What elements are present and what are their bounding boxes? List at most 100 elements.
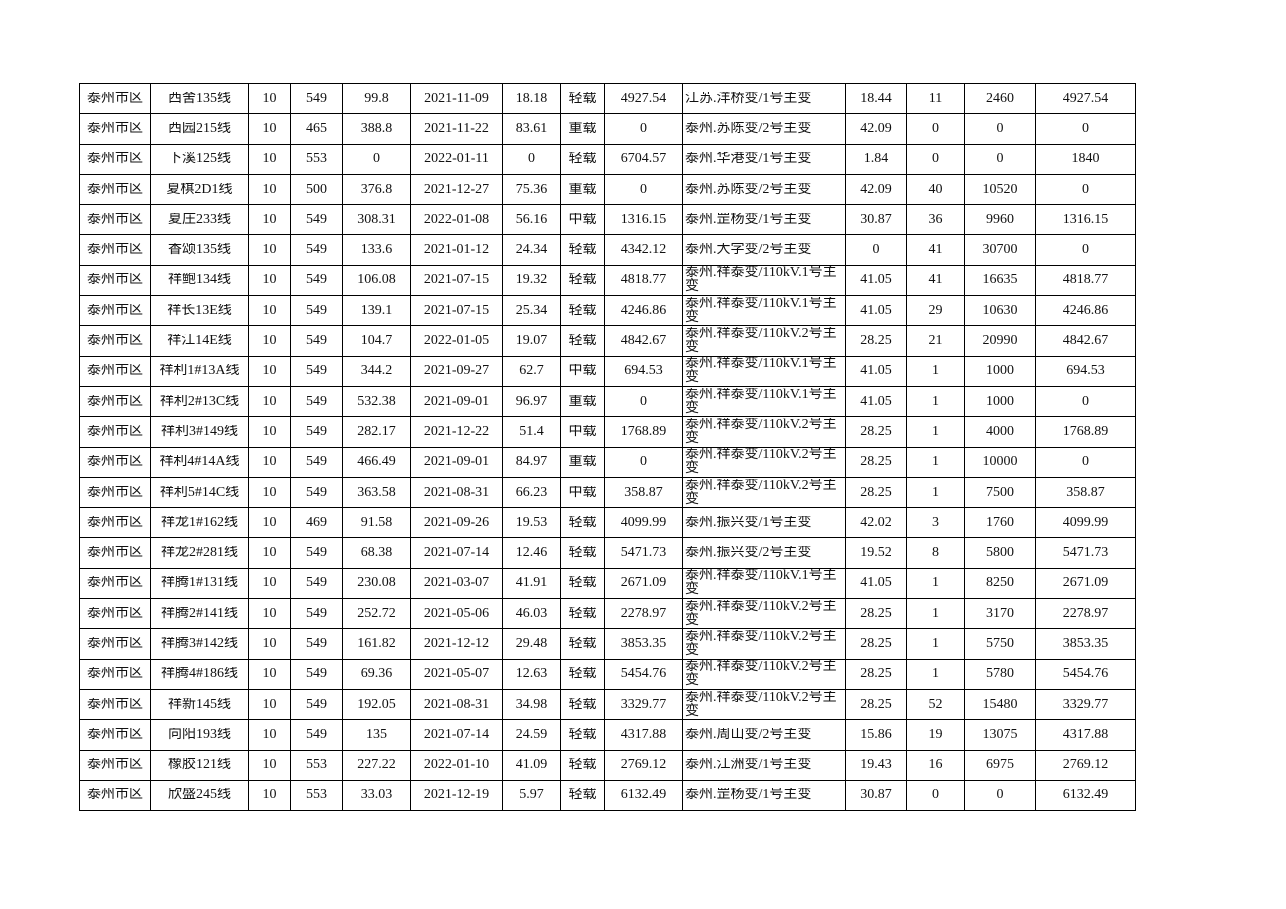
- cell-text: 10: [262, 424, 277, 439]
- table-cell: 10: [248, 264, 291, 297]
- cell-text: 12.63: [515, 667, 548, 682]
- table-cell: 2022-01-11: [410, 143, 503, 175]
- table-cell: 84.97: [502, 446, 561, 478]
- table-cell: 18.18: [502, 82, 561, 115]
- cell-text: 10520: [982, 182, 1018, 197]
- table-cell: 2021-11-22: [410, 113, 503, 145]
- table-cell: 7500: [964, 476, 1036, 509]
- cell-text: 28.25: [860, 606, 892, 621]
- table-cell: 祥腾1#131线: [150, 567, 249, 600]
- cell-text: 25.34: [515, 303, 548, 318]
- cell-text: 41.91: [515, 576, 548, 591]
- cell-text: 泰州.祥泰变/110kV.2号主变: [685, 417, 837, 446]
- cell-text: 10: [262, 364, 277, 379]
- table-row: 泰州市区 祥长13E线 10 549 139.1 2021-07-15 25.34 轻载 424…: [79, 295, 1136, 327]
- table-cell: 19: [906, 719, 965, 751]
- table-cell: 4842.67: [604, 325, 683, 357]
- table-cell: 549: [290, 264, 343, 297]
- table-cell: 252.72: [342, 598, 411, 630]
- cell-text: 祥鲍134线: [168, 273, 231, 288]
- table-cell: 3853.35: [1035, 628, 1136, 660]
- table-cell: 1: [906, 446, 965, 478]
- table-cell: 5454.76: [604, 658, 683, 690]
- table-cell: 0: [906, 113, 965, 145]
- table-cell: 5471.73: [604, 537, 683, 569]
- cell-text: 549: [306, 485, 327, 500]
- cell-text: 下溪125线: [168, 152, 231, 167]
- cell-text: 42.02: [860, 515, 892, 530]
- table-cell: 139.1: [342, 295, 411, 327]
- table-cell: 10: [248, 658, 291, 690]
- cell-text: 549: [306, 334, 327, 349]
- table-cell: 泰州.祥泰变/110kV.2号主变: [682, 598, 846, 630]
- table-cell: 549: [290, 82, 343, 115]
- table-cell: 4342.12: [604, 234, 683, 266]
- table-cell: 10520: [964, 173, 1036, 206]
- cell-text: 2021-07-14: [423, 727, 490, 742]
- cell-text: 轻载: [568, 91, 597, 106]
- table-cell: 4818.77: [1035, 264, 1136, 297]
- table-cell: 6975: [964, 749, 1036, 781]
- cell-text: 230.08: [357, 576, 396, 591]
- cell-text: 549: [306, 303, 327, 318]
- cell-text: 4246.86: [620, 303, 667, 318]
- table-cell: 19.43: [845, 749, 907, 781]
- cell-text: 1316.15: [1062, 212, 1109, 227]
- cell-text: 549: [306, 273, 327, 288]
- table-cell: 3329.77: [604, 688, 683, 721]
- cell-text: 51.4: [519, 424, 544, 439]
- table-cell: 2021-12-12: [410, 628, 503, 660]
- cell-text: 19.52: [860, 546, 892, 561]
- cell-text: 549: [306, 243, 327, 258]
- table-cell: 46.03: [502, 598, 561, 630]
- table-cell: 祥江14E线: [150, 325, 249, 357]
- cell-text: 泰州市区: [87, 606, 143, 621]
- cell-text: 夏庄233线: [168, 212, 231, 227]
- cell-text: 祥利5#14C线: [159, 485, 240, 500]
- table-cell: 99.8: [342, 82, 411, 115]
- cell-text: 1000: [986, 394, 1014, 409]
- table-row: 泰州市区 祥利4#14A线 10 549 466.49 2021-09-01 84.97 重载…: [79, 446, 1136, 478]
- cell-text: 2022-01-08: [423, 212, 490, 227]
- cell-text: 91.58: [360, 515, 393, 530]
- table-cell: 549: [290, 416, 343, 448]
- table-cell: 重载: [560, 446, 605, 478]
- table-cell: 10: [248, 537, 291, 569]
- table-cell: 24.59: [502, 719, 561, 751]
- table-row: 泰州市区 祥利1#13A线 10 549 344.2 2021-09-27 62.7 中载 69…: [79, 355, 1136, 387]
- table-cell: 0: [1035, 173, 1136, 206]
- cell-text: 1: [932, 364, 939, 379]
- table-cell: 夏庄233线: [150, 204, 249, 236]
- table-cell: 泰州.苏陈变/2号主变: [682, 113, 846, 145]
- cell-text: 江苏.洋桥变/1号主变: [685, 91, 812, 106]
- cell-text: 18.44: [860, 91, 892, 106]
- table-cell: 42.02: [845, 507, 907, 539]
- table-row: 泰州市区 欣盛245线 10 553 33.03 2021-12-19 5.97 轻载 6132…: [79, 779, 1136, 812]
- table-cell: 5780: [964, 658, 1036, 690]
- table-cell: 230.08: [342, 567, 411, 600]
- cell-text: 2021-12-19: [423, 788, 490, 803]
- table-cell: 祥利5#14C线: [150, 476, 249, 509]
- table-cell: 2022-01-10: [410, 749, 503, 781]
- cell-text: 2278.97: [1062, 606, 1109, 621]
- cell-text: 4842.67: [620, 334, 667, 349]
- table-cell: 358.87: [604, 476, 683, 509]
- table-row: 泰州市区 夏庄233线 10 549 308.31 2022-01-08 56.16 中载 13…: [79, 204, 1136, 236]
- cell-text: 16: [928, 758, 943, 773]
- cell-text: 轻载: [568, 152, 597, 167]
- cell-text: 2021-09-01: [423, 394, 490, 409]
- table-cell: 轻载: [560, 82, 605, 115]
- table-cell: 泰州.祥泰变/110kV.2号主变: [682, 416, 846, 448]
- table-cell: 祥腾2#141线: [150, 598, 249, 630]
- table-cell: 1000: [964, 355, 1036, 387]
- cell-text: 3329.77: [620, 697, 667, 712]
- cell-text: 2021-07-14: [423, 546, 490, 561]
- cell-text: 2021-12-12: [423, 636, 490, 651]
- table-cell: 4317.88: [1035, 719, 1136, 751]
- table-cell: 68.38: [342, 537, 411, 569]
- cell-text: 0: [640, 121, 647, 136]
- cell-text: 75.36: [515, 182, 548, 197]
- cell-text: 祥新145线: [168, 697, 231, 712]
- cell-text: 66.23: [515, 485, 548, 500]
- table-cell: 10: [248, 688, 291, 721]
